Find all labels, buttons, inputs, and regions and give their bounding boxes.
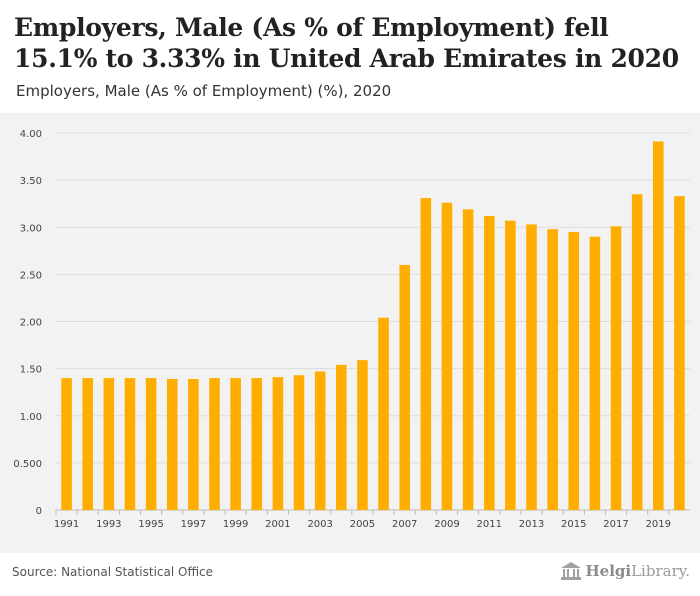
bar-chart: 0 0.500 1.00 1.50 2.00 2.50 3.00 3.50 4.00 1991 19… <box>13 129 690 530</box>
bar-2002 <box>293 375 305 510</box>
bar-2020 <box>674 196 685 510</box>
x-tick-label: 1999 <box>223 519 248 530</box>
bar-1999 <box>230 378 241 510</box>
plot-area: 0 0.500 1.00 1.50 2.00 2.50 3.00 3.50 4.00 1991 19… <box>0 113 700 553</box>
x-tick-label: 1991 <box>54 519 79 530</box>
y-tick-label: 4.00 <box>20 129 42 140</box>
bar-2018 <box>631 194 643 510</box>
x-tick-label: 2007 <box>392 519 417 530</box>
x-tick-label: 2009 <box>434 519 459 530</box>
x-tick-label: 2011 <box>477 519 502 530</box>
bar-2017 <box>610 226 622 510</box>
library-building-icon <box>561 562 582 580</box>
bar-1994 <box>124 378 136 510</box>
x-tick-label: 2013 <box>519 519 544 530</box>
source-note: Source: National Statistical Office <box>12 565 214 579</box>
y-tick-label: 2.50 <box>20 270 42 281</box>
bar-2013 <box>526 224 537 511</box>
x-tick-label: 2019 <box>646 519 671 530</box>
bar-2009 <box>441 202 453 510</box>
bar-2004 <box>336 364 347 510</box>
x-tick-label: 2003 <box>307 519 332 530</box>
chart-subtitle: Employers, Male (As % of Employment) (%)… <box>16 82 392 100</box>
y-tick-label: 2.00 <box>20 318 42 329</box>
y-tick-label: 3.50 <box>20 176 42 187</box>
x-tick-label: 2001 <box>265 519 290 530</box>
y-tick-label: 3.00 <box>20 223 42 234</box>
bar-2001 <box>272 377 284 510</box>
bar-2000 <box>251 378 263 510</box>
bar-1998 <box>209 378 220 510</box>
bar-2007 <box>399 264 410 510</box>
bar-2016 <box>589 236 601 511</box>
chart-title: Employers, Male (As % of Employment) fel… <box>14 13 679 73</box>
chart-header: Employers, Male (As % of Employment) fel… <box>0 0 700 113</box>
x-tick-label: 2017 <box>603 519 628 530</box>
logo-text-bold: Helgi <box>585 562 632 580</box>
y-tick-label: 0.500 <box>13 459 42 470</box>
bar-1995 <box>145 378 157 510</box>
bar-1993 <box>103 378 115 510</box>
bar-2014 <box>547 229 558 510</box>
bar-1991 <box>61 378 72 510</box>
bar-1992 <box>82 378 93 510</box>
bar-2008 <box>420 198 432 510</box>
x-tick-label: 2005 <box>350 519 375 530</box>
bar-1997 <box>188 378 199 510</box>
bar-2011 <box>483 215 495 510</box>
x-tick-label: 1997 <box>181 519 206 530</box>
bar-2015 <box>568 231 580 510</box>
bar-2003 <box>314 371 326 510</box>
helgi-library-logo[interactable]: Helgi Library. <box>560 561 690 581</box>
y-tick-label: 1.00 <box>20 412 42 423</box>
chart-footer: Source: National Statistical Office Helg… <box>0 553 700 596</box>
bar-2005 <box>357 360 368 510</box>
y-tick-label: 0 <box>36 506 42 517</box>
y-tick-label: 1.50 <box>20 365 42 376</box>
bar-2012 <box>505 220 516 510</box>
x-tick-label: 2015 <box>561 519 586 530</box>
bar-2019 <box>653 141 664 511</box>
bar-2006 <box>378 317 389 510</box>
x-tick-label: 1993 <box>96 519 121 530</box>
logo-text-rest: Library. <box>631 562 690 580</box>
bar-1996 <box>166 378 178 510</box>
bar-2010 <box>462 209 474 510</box>
x-tick-label: 1995 <box>138 519 163 530</box>
